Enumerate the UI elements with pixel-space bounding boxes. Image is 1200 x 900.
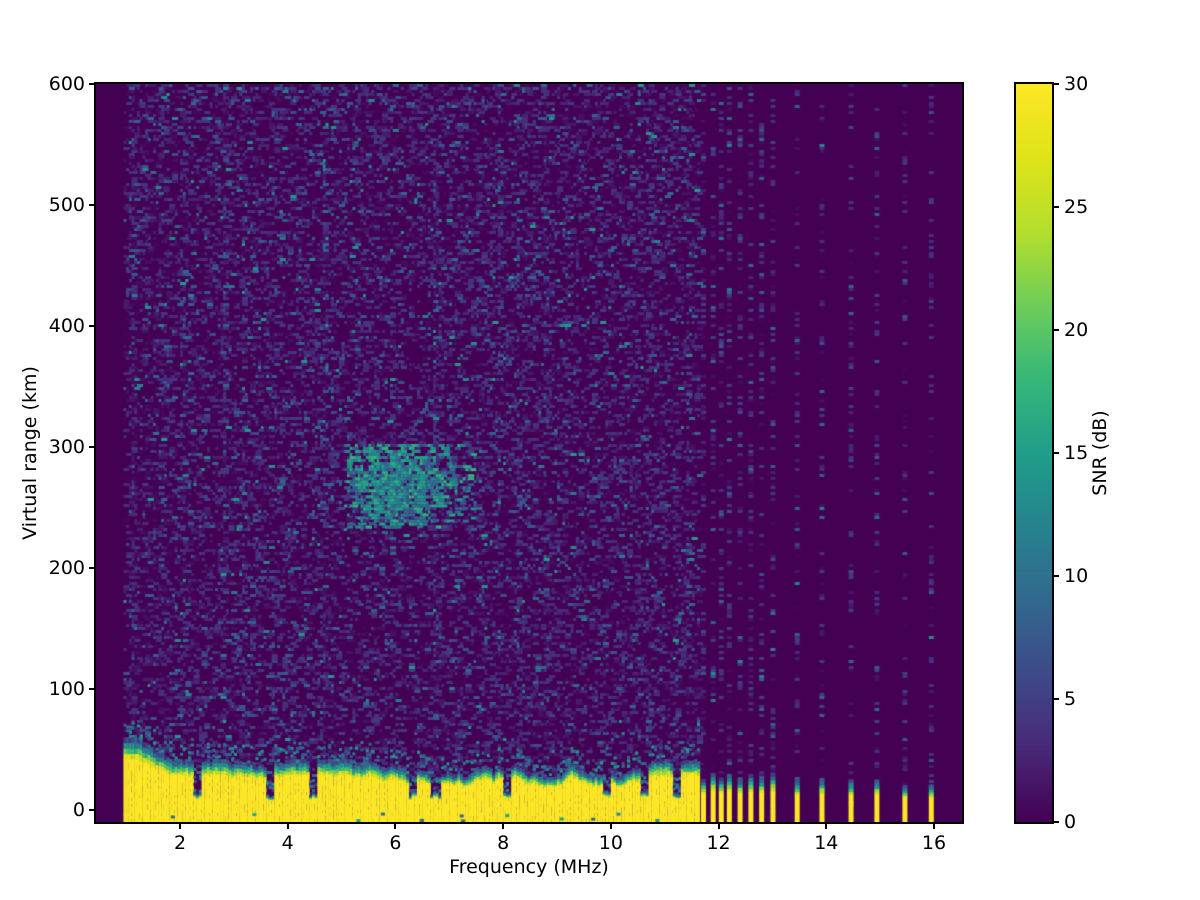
colorbar-tick-label: 15 <box>1064 442 1089 464</box>
y-tick-label: 200 <box>48 556 85 579</box>
y-tick-label: 500 <box>48 193 85 216</box>
colorbar-tick-label: 0 <box>1064 811 1077 833</box>
x-tick-mark <box>286 824 289 829</box>
y-tick-mark <box>89 808 94 811</box>
colorbar-tick-label: 10 <box>1064 565 1089 587</box>
colorbar-tick-mark <box>1054 329 1059 331</box>
colorbar-label: SNR (dB) <box>1089 410 1111 496</box>
y-tick-mark <box>89 203 94 206</box>
colorbar-tick-label: 30 <box>1064 73 1089 95</box>
x-tick-label: 10 <box>598 832 623 854</box>
colorbar-tick-mark <box>1054 452 1059 454</box>
x-tick-label: 16 <box>921 832 947 854</box>
x-tick-label: 12 <box>706 832 731 854</box>
y-tick-label: 100 <box>48 677 85 700</box>
y-tick-mark <box>89 566 94 569</box>
x-tick-label: 4 <box>281 832 294 854</box>
y-tick-mark <box>89 445 94 448</box>
x-tick-mark <box>394 824 397 829</box>
y-tick-label: 300 <box>48 435 85 458</box>
x-tick-mark <box>502 824 505 829</box>
y-tick-label: 0 <box>72 798 85 821</box>
colorbar-tick-label: 20 <box>1064 319 1089 341</box>
colorbar-tick-mark <box>1054 575 1059 577</box>
colorbar-tick-label: 5 <box>1064 688 1077 710</box>
y-tick-mark <box>89 324 94 327</box>
y-tick-mark <box>89 83 94 85</box>
x-tick-mark <box>717 824 720 829</box>
x-tick-label: 8 <box>497 832 510 854</box>
y-tick-label: 600 <box>48 73 85 95</box>
ionogram-heatmap <box>96 84 962 822</box>
colorbar-tick-label: 25 <box>1064 196 1089 218</box>
colorbar-gradient <box>1016 84 1052 822</box>
x-tick-mark <box>179 824 181 829</box>
x-tick-label: 14 <box>814 832 839 854</box>
x-tick-mark <box>825 824 828 829</box>
x-tick-mark <box>609 824 612 829</box>
colorbar-tick-mark <box>1054 821 1059 823</box>
y-tick-label: 400 <box>48 314 85 337</box>
y-tick-mark <box>89 687 94 690</box>
x-tick-label: 2 <box>173 832 187 854</box>
colorbar-tick-mark <box>1054 698 1059 700</box>
colorbar-tick-mark <box>1054 83 1059 85</box>
x-tick-label: 6 <box>389 832 402 854</box>
colorbar-tick-mark <box>1054 206 1059 208</box>
x-tick-mark <box>932 824 935 829</box>
x-axis-label: Frequency (MHz) <box>449 856 609 878</box>
